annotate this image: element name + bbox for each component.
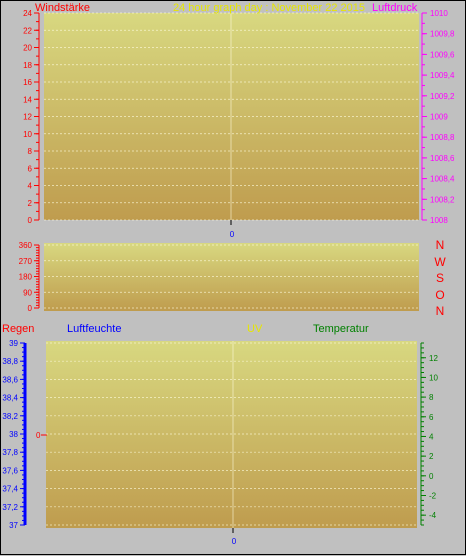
windstaerke-tick-label: 6 — [28, 164, 33, 173]
temperatur-tick-label: 6 — [429, 413, 434, 422]
grid-wind-direction — [44, 244, 419, 309]
plot-area-wind-direction — [44, 243, 419, 311]
windstaerke-tick-label: 10 — [23, 130, 32, 139]
compass-label: W — [434, 255, 446, 269]
grid-wind-pressure — [44, 12, 419, 221]
luftdruck-tick-label: 1010 — [430, 9, 448, 18]
windstaerke-tick-label: 20 — [23, 44, 32, 53]
temperatur-tick-label: 2 — [429, 452, 434, 461]
luftdruck-tick-label: 1008,6 — [430, 154, 455, 163]
compass-label: N — [436, 304, 445, 318]
regen-tick-label: 37,2 — [2, 503, 18, 512]
grid-rain-humidity-temp — [46, 341, 417, 528]
luftdruck-tick-label: 1009,8 — [430, 30, 455, 39]
temperatur-tick-label: -2 — [429, 491, 437, 500]
compass-label: N — [436, 238, 445, 252]
axis-right-temperatur: -4 -2 0 2 4 6 8 10 12 — [420, 342, 438, 526]
legend-uv: UV — [247, 323, 263, 335]
luftdruck-tick-label: 1008,8 — [430, 133, 455, 142]
regen-tick-label: 37 — [9, 521, 18, 530]
luftdruck-tick-label: 1008,2 — [430, 195, 455, 204]
legend-regen: Regen — [2, 323, 34, 335]
direction-tick-label: 360 — [19, 241, 33, 250]
rain-marker: 0 — [36, 431, 47, 440]
direction-tick-label: 180 — [19, 273, 33, 282]
regen-tick-label: 38,2 — [2, 412, 18, 421]
axis-left-regen: 37 37,2 37,4 37,6 37,8 38 38,2 38,4 38,6 38,8 39 — [2, 339, 27, 530]
windstaerke-tick-label: 18 — [23, 61, 32, 70]
temperatur-tick-label: 10 — [429, 373, 438, 382]
direction-tick-label: 0 — [28, 304, 33, 313]
legend-temperatur: Temperatur — [313, 323, 369, 335]
label-luftdruck: Luftdruck — [372, 2, 418, 14]
windstaerke-tick-label: 8 — [28, 147, 33, 156]
regen-tick-label: 37,8 — [2, 448, 18, 457]
regen-tick-label: 39 — [9, 339, 18, 348]
luftdruck-tick-label: 1009,4 — [430, 71, 455, 80]
regen-tick-label: 38,6 — [2, 375, 18, 384]
windstaerke-tick-label: 16 — [23, 78, 32, 87]
regen-tick-label: 37,4 — [2, 485, 18, 494]
windstaerke-tick-label: 24 — [23, 9, 32, 18]
luftdruck-tick-label: 1009,2 — [430, 92, 455, 101]
luftdruck-tick-label: 1009,6 — [430, 50, 455, 59]
windstaerke-tick-label: 0 — [28, 216, 33, 225]
windstaerke-tick-label: 12 — [23, 113, 32, 122]
x-axis-rain-humidity-temp: 0 — [232, 528, 237, 546]
regen-tick-label: 38,8 — [2, 357, 18, 366]
chart-title: 24 hour graph day : November 22 2015 — [173, 2, 365, 14]
x-tick-label: 0 — [232, 537, 237, 546]
windstaerke-tick-label: 14 — [23, 95, 32, 104]
temperatur-tick-label: 8 — [429, 393, 434, 402]
compass-label: O — [435, 288, 444, 302]
plot-area-rain-humidity-temp — [46, 341, 417, 528]
axis-right-luftdruck: 1008 1008,2 1008,4 1008,6 1008,8 1009 1009,2 10… — [421, 9, 455, 225]
regen-tick-label: 37,6 — [2, 466, 18, 475]
x-tick-label: 0 — [230, 230, 235, 239]
label-windstaerke: Windstärke — [35, 2, 90, 14]
direction-tick-label: 90 — [23, 288, 32, 297]
rain-marker-label: 0 — [36, 431, 41, 440]
regen-tick-label: 38 — [9, 430, 18, 439]
x-axis-wind-pressure: 0 — [230, 220, 235, 239]
temperatur-tick-label: -4 — [429, 511, 437, 520]
luftdruck-tick-label: 1008,4 — [430, 175, 455, 184]
compass-label: S — [436, 271, 444, 285]
axis-left-direction: 0 90 180 270 360 — [19, 241, 40, 313]
luftdruck-tick-label: 1009 — [430, 113, 448, 122]
windstaerke-tick-label: 22 — [23, 26, 32, 35]
windstaerke-tick-label: 4 — [28, 182, 33, 191]
direction-tick-label: 270 — [19, 257, 33, 266]
luftdruck-tick-label: 1008 — [430, 216, 448, 225]
temperatur-tick-label: 0 — [429, 472, 434, 481]
regen-tick-label: 38,4 — [2, 394, 18, 403]
temperatur-tick-label: 4 — [429, 432, 434, 441]
temperatur-tick-label: 12 — [429, 354, 438, 363]
windstaerke-tick-label: 2 — [28, 199, 33, 208]
legend-luftfeuchte: Luftfeuchte — [67, 323, 121, 335]
